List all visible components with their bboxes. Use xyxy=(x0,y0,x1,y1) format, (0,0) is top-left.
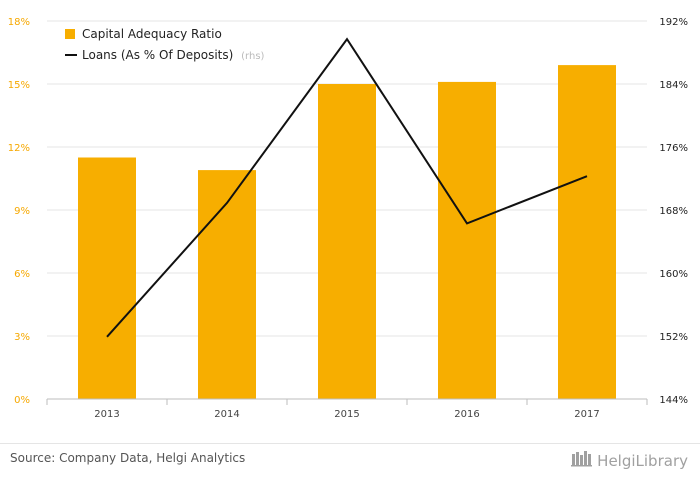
brand-logo[interactable]: HelgiLibrary xyxy=(571,449,688,472)
bar-series xyxy=(78,65,616,400)
chart: 0% 144% 3% 152% 6% 160% 9% 168% 12% 176% 15% 184% 18… xyxy=(8,17,688,420)
x-tick-label: 2013 xyxy=(94,409,119,420)
y-right-tick-label: 184% xyxy=(659,80,688,91)
y-right-tick-label: 144% xyxy=(659,395,688,406)
bar xyxy=(78,157,136,399)
line-series xyxy=(106,37,588,338)
legend-bar-swatch xyxy=(65,29,75,39)
source-note: Source: Company Data, Helgi Analytics xyxy=(10,451,246,465)
x-tick-label: 2014 xyxy=(214,409,239,420)
y-left-tick-label: 12% xyxy=(8,143,30,154)
legend: Capital Adequacy Ratio Loans (As % Of De… xyxy=(65,27,265,62)
y-left-tick-label: 3% xyxy=(14,332,30,343)
bar xyxy=(438,81,496,400)
y-right-tick-label: 168% xyxy=(659,206,688,217)
footer-divider xyxy=(0,443,700,444)
bar xyxy=(558,65,616,399)
y-right-tick-label: 192% xyxy=(659,17,688,28)
bar xyxy=(198,170,256,399)
brand-name: HelgiLibrary xyxy=(597,451,688,470)
axes: 0% 144% 3% 152% 6% 160% 9% 168% 12% 176% 15% 184% 18… xyxy=(8,17,688,420)
y-right-tick-label: 160% xyxy=(659,269,688,280)
bookshelf-icon xyxy=(571,449,593,472)
y-left-tick-label: 0% xyxy=(14,395,30,406)
x-tick-label: 2015 xyxy=(334,409,359,420)
y-left-tick-label: 18% xyxy=(8,17,30,28)
y-left-tick-label: 6% xyxy=(14,269,30,280)
y-left-tick-label: 9% xyxy=(14,206,30,217)
bar xyxy=(318,84,376,399)
y-left-tick-label: 15% xyxy=(8,80,30,91)
x-tick-label: 2016 xyxy=(454,409,479,420)
legend-line-label: Loans (As % Of Deposits) (rhs) xyxy=(82,48,265,62)
x-tick-label: 2017 xyxy=(574,409,599,420)
legend-line-name: Loans (As % Of Deposits) xyxy=(82,48,233,62)
legend-rhs-note: (rhs) xyxy=(241,51,264,62)
legend-bar-label: Capital Adequacy Ratio xyxy=(82,27,222,41)
y-right-tick-label: 176% xyxy=(659,143,688,154)
y-right-tick-label: 152% xyxy=(659,332,688,343)
